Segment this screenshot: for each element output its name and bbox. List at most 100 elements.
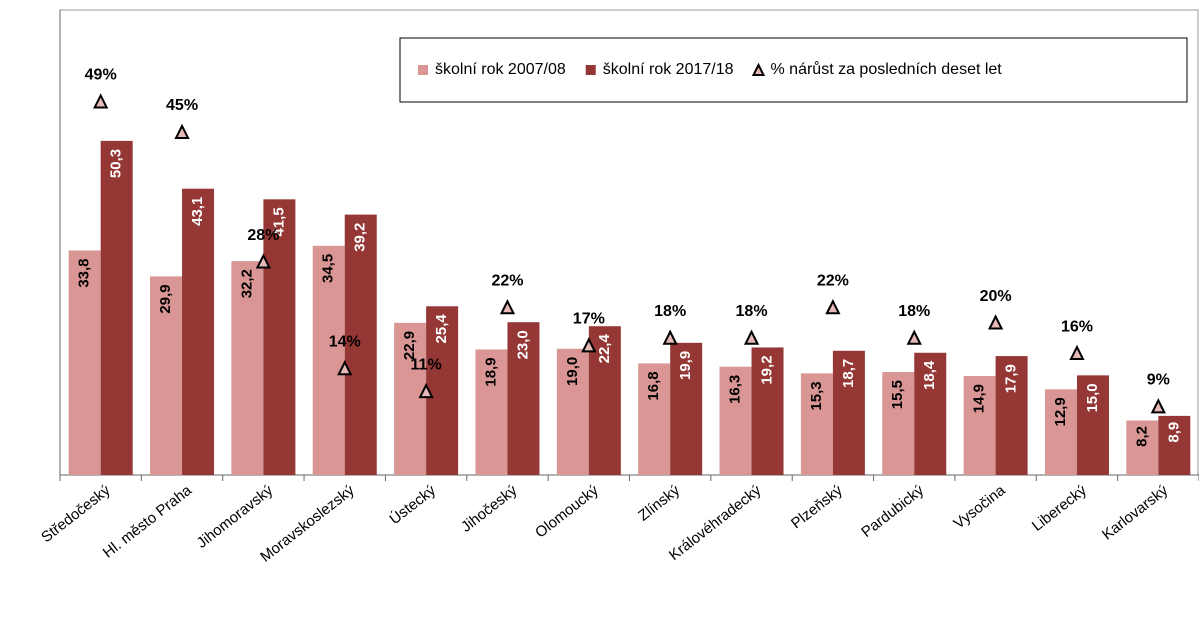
bar-value-label: 33,8 [76,258,93,287]
x-label-group: Plzeňský [788,482,846,533]
bar-value-label: 34,5 [320,254,337,283]
bar-value-label: 16,8 [645,371,662,400]
legend-marker [751,62,766,76]
triangle-marker [906,329,922,345]
x-label-group: Vysočina [951,481,1010,532]
x-tick-label: Jihočeský [458,482,521,536]
bar [344,214,377,475]
bar [182,188,215,475]
percent-label: 45% [166,97,198,114]
triangle-marker [418,382,434,399]
triangle-marker [825,299,841,315]
x-label-group: Liberecký [1029,482,1090,535]
bar-value-label: 22,9 [401,331,418,360]
x-label-group: Středočeský [38,482,114,547]
triangle-marker [743,329,760,345]
bar [719,366,752,475]
percent-label: 22% [817,273,849,290]
percent-label: 20% [980,288,1012,305]
bar [914,352,947,475]
legend-label: % nárůst za posledních deset let [771,60,1003,78]
x-label-group: Karlovarský [1099,482,1172,544]
bar [995,356,1028,475]
triangle-marker [499,299,516,315]
legend-box [399,37,1188,103]
bar [100,140,133,475]
bar-value-label: 22,4 [596,334,613,364]
x-label-group: Ústecký [387,482,440,529]
triangle-marker [93,93,109,109]
bar [263,199,296,476]
bar [312,245,345,475]
x-tick-label: Pardubický [858,482,927,541]
bar-value-label: 32,2 [238,269,255,298]
x-tick-label: Vysočina [951,481,1010,532]
legend-swatch [418,65,428,75]
bar-value-label: 29,9 [157,284,174,313]
bar [963,376,996,475]
triangle-marker [987,314,1004,330]
legend-swatch [585,65,596,75]
bar-value-label: 19,0 [564,357,581,386]
x-label-group: Hl. město Praha [100,481,196,561]
bar-value-label: 8,9 [1165,422,1182,443]
bar [670,342,703,475]
bar [150,276,183,475]
bar-value-label: 19,2 [759,355,776,384]
bar [800,373,833,475]
triangle-marker [1150,398,1166,414]
x-tick-label: Zlínský [635,482,683,525]
x-tick-label: Liberecký [1029,482,1090,535]
bar-value-label: 15,3 [808,381,825,410]
triangle-marker [255,253,272,269]
bar-value-label: 39,2 [352,223,369,252]
bar [751,347,784,475]
triangle-marker [581,337,597,353]
bar-value-label: 23,0 [514,330,531,359]
bar-value-label: 18,7 [840,359,857,388]
bar [1158,415,1191,475]
legend-label: školní rok 2017/18 [603,61,734,78]
percent-label: 18% [898,303,930,320]
bar-value-label: 8,2 [1133,426,1150,447]
x-tick-label: Ústecký [387,482,440,529]
percent-label: 11% [411,356,442,373]
percent-label: 17% [573,311,605,328]
percent-label: 18% [654,303,686,320]
bar [882,372,915,475]
percent-label: 18% [736,303,768,320]
triangle-marker [337,360,353,376]
x-tick-label: Karlovarský [1099,482,1172,544]
x-tick-label: Plzeňský [788,482,846,533]
x-tick-label: Olomoucký [532,482,602,542]
bar-value-label: 15,5 [889,380,906,409]
bar [426,306,459,475]
x-label-group: Olomoucký [532,482,602,542]
bar-value-label: 16,3 [727,375,744,404]
triangle-marker [1069,344,1085,361]
bar [638,363,671,475]
bar-value-label: 15,0 [1084,383,1101,412]
bar [832,350,865,475]
x-label-group: Jihomoravský [194,482,277,552]
percent-label: 22% [491,273,523,290]
x-label-group: Pardubický [858,482,927,541]
triangle-marker [174,123,190,139]
x-label-group: Jihočeský [458,482,521,536]
bar [1076,375,1109,475]
bar [507,322,540,475]
x-tick-label: Středočeský [38,482,114,547]
bar-value-label: 18,4 [921,360,938,390]
x-label-group: Zlínský [635,482,683,525]
percent-label: 16% [1061,318,1093,335]
bar-value-label: 14,9 [971,384,988,413]
bar [394,322,427,475]
bar [1126,420,1159,475]
bar-value-label: 18,9 [482,357,499,386]
bar [68,250,101,475]
x-tick-label: Jihomoravský [194,482,277,552]
bar-value-label: 12,9 [1052,397,1069,426]
x-tick-label: Hl. město Praha [100,481,196,561]
bar [231,261,264,475]
